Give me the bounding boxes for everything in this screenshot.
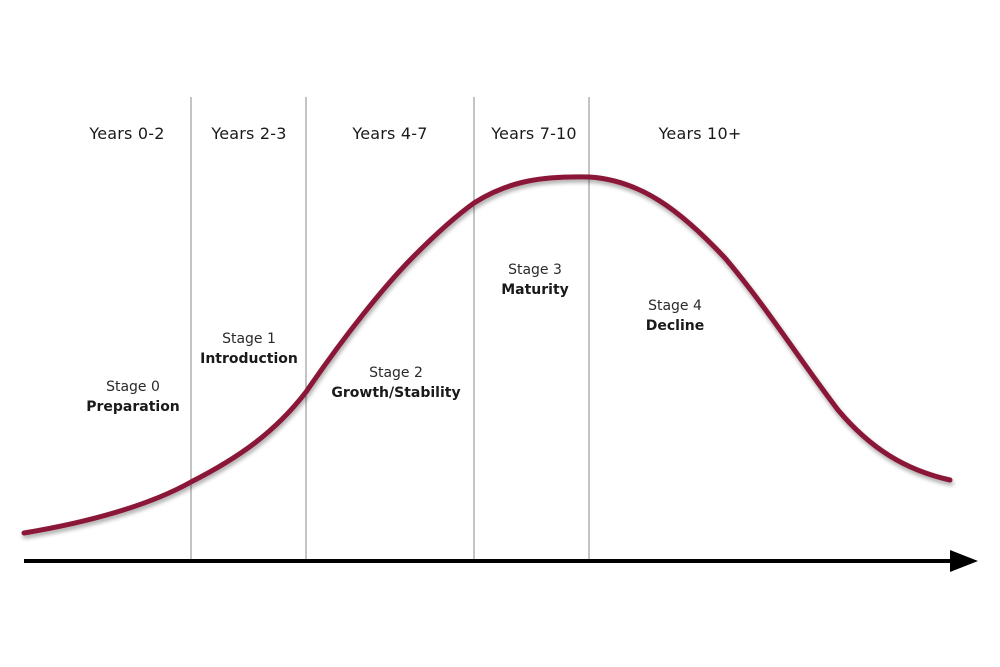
- stage-3-name: Maturity: [501, 282, 569, 298]
- period-label-4: Years 10+: [658, 124, 742, 143]
- stage-0-name: Preparation: [86, 399, 180, 415]
- stage-3-number: Stage 3: [508, 262, 562, 278]
- period-label-2: Years 4-7: [352, 124, 428, 143]
- stage-2-name: Growth/Stability: [331, 385, 461, 401]
- stage-1-name: Introduction: [200, 351, 298, 367]
- lifecycle-curve: [21, 174, 953, 536]
- stage-0: Stage 0 Preparation: [86, 377, 180, 417]
- stage-1: Stage 1 Introduction: [200, 329, 298, 369]
- stage-4-name: Decline: [645, 318, 705, 334]
- stage-2-number: Stage 2: [369, 365, 423, 381]
- period-label-3: Years 7-10: [491, 124, 577, 143]
- period-label-0: Years 0-2: [89, 124, 165, 143]
- stage-3: Stage 3 Maturity: [501, 260, 569, 300]
- time-axis-arrowhead: [950, 550, 978, 572]
- stage-2: Stage 2 Growth/Stability: [331, 363, 460, 403]
- stage-4-number: Stage 4: [648, 298, 702, 314]
- stage-0-number: Stage 0: [106, 379, 160, 395]
- stage-4: Stage 4 Decline: [646, 296, 704, 336]
- period-label-1: Years 2-3: [211, 124, 287, 143]
- stage-1-number: Stage 1: [222, 331, 276, 347]
